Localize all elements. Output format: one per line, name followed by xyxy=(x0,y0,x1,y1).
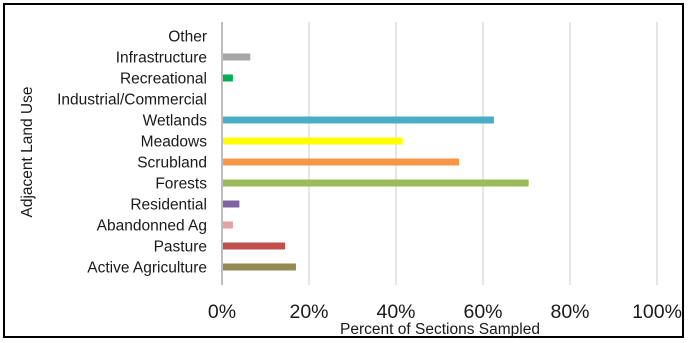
category-label: Scrubland xyxy=(137,155,207,172)
x-tick-label: 40% xyxy=(376,301,415,323)
category-label: Pasture xyxy=(154,239,207,256)
bar-infrastructure xyxy=(223,53,251,61)
gridlines xyxy=(221,22,658,285)
category-label: Forests xyxy=(155,176,207,193)
y-axis-title: Adjacent Land Use xyxy=(19,87,36,218)
x-tick-label: 20% xyxy=(289,301,328,323)
category-label: Meadows xyxy=(141,134,208,151)
category-label: Recreational xyxy=(120,71,207,88)
x-tick-label: 0% xyxy=(208,301,236,323)
bar-recreational xyxy=(223,74,233,82)
x-tick-label: 60% xyxy=(463,301,502,323)
bar-abandonned-ag xyxy=(223,221,233,229)
x-axis-title: Percent of Sections Sampled xyxy=(340,321,540,338)
category-label: Infrastructure xyxy=(116,50,207,67)
category-label: Industrial/Commercial xyxy=(57,92,207,109)
bar-forests xyxy=(223,179,529,187)
bar-residential xyxy=(223,200,240,208)
bar-meadows xyxy=(223,137,403,145)
x-tick-label: 80% xyxy=(550,301,589,323)
bar-pasture xyxy=(223,242,286,250)
category-label: Active Agriculture xyxy=(87,260,207,277)
bars xyxy=(223,53,529,271)
x-tick-labels: 0% 20% 40% 60% 80% 100% xyxy=(208,301,682,323)
category-label: Abandonned Ag xyxy=(97,218,207,235)
chart-frame xyxy=(3,3,684,338)
x-tick-label: 100% xyxy=(632,301,682,323)
category-label: Residential xyxy=(130,197,207,214)
bar-active-agriculture xyxy=(223,263,296,271)
category-label: Wetlands xyxy=(143,113,208,130)
category-labels: Other Infrastructure Recreational Industria… xyxy=(57,29,207,277)
category-label: Other xyxy=(168,29,207,46)
bar-scrubland xyxy=(223,158,460,166)
bar-wetlands xyxy=(223,116,494,124)
